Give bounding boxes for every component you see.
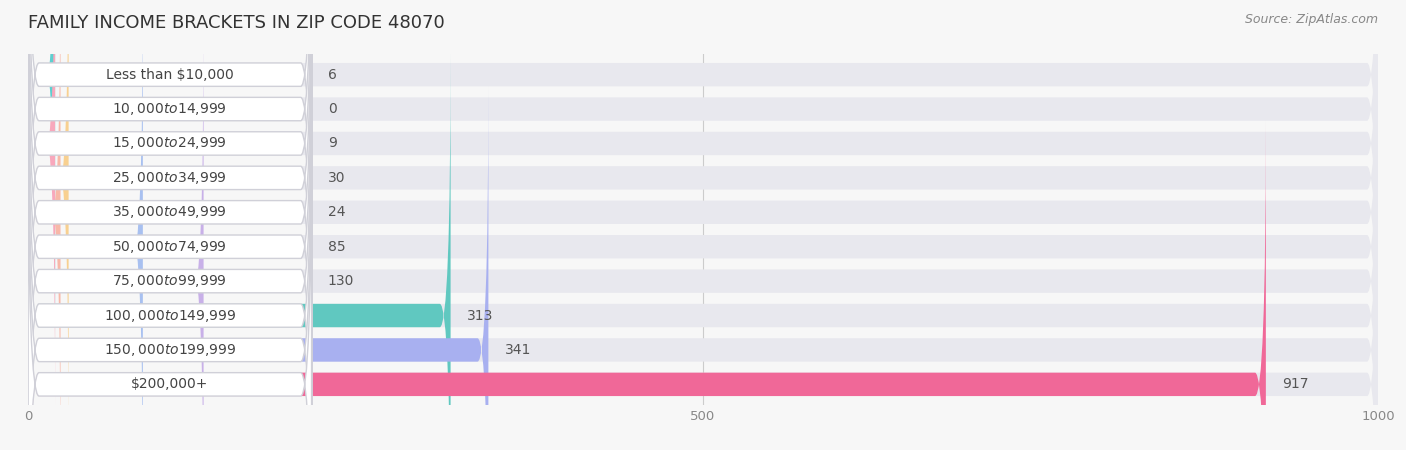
Text: $50,000 to $74,999: $50,000 to $74,999 <box>112 238 228 255</box>
Text: 30: 30 <box>328 171 346 185</box>
Text: 24: 24 <box>328 205 346 219</box>
Text: 130: 130 <box>328 274 354 288</box>
FancyBboxPatch shape <box>28 86 312 450</box>
FancyBboxPatch shape <box>28 0 1378 450</box>
Text: FAMILY INCOME BRACKETS IN ZIP CODE 48070: FAMILY INCOME BRACKETS IN ZIP CODE 48070 <box>28 14 444 32</box>
FancyBboxPatch shape <box>28 86 488 450</box>
FancyBboxPatch shape <box>28 0 1378 373</box>
FancyBboxPatch shape <box>28 0 312 407</box>
FancyBboxPatch shape <box>28 0 312 373</box>
FancyBboxPatch shape <box>28 18 312 450</box>
FancyBboxPatch shape <box>28 121 312 450</box>
Text: 9: 9 <box>328 136 336 150</box>
Text: Less than $10,000: Less than $10,000 <box>105 68 233 81</box>
FancyBboxPatch shape <box>28 52 1378 450</box>
Text: 6: 6 <box>328 68 336 81</box>
FancyBboxPatch shape <box>28 0 312 450</box>
FancyBboxPatch shape <box>28 0 69 441</box>
Text: Source: ZipAtlas.com: Source: ZipAtlas.com <box>1244 14 1378 27</box>
Text: $10,000 to $14,999: $10,000 to $14,999 <box>112 101 228 117</box>
FancyBboxPatch shape <box>28 121 1378 450</box>
FancyBboxPatch shape <box>28 52 450 450</box>
FancyBboxPatch shape <box>28 18 1378 450</box>
FancyBboxPatch shape <box>28 0 312 441</box>
FancyBboxPatch shape <box>28 0 60 450</box>
FancyBboxPatch shape <box>28 52 312 450</box>
FancyBboxPatch shape <box>28 121 1265 450</box>
Text: $150,000 to $199,999: $150,000 to $199,999 <box>104 342 236 358</box>
Text: $25,000 to $34,999: $25,000 to $34,999 <box>112 170 228 186</box>
Text: 0: 0 <box>328 102 336 116</box>
Text: $75,000 to $99,999: $75,000 to $99,999 <box>112 273 228 289</box>
FancyBboxPatch shape <box>28 0 1378 441</box>
FancyBboxPatch shape <box>28 0 312 338</box>
FancyBboxPatch shape <box>28 18 204 450</box>
Text: $15,000 to $24,999: $15,000 to $24,999 <box>112 135 228 152</box>
FancyBboxPatch shape <box>28 86 1378 450</box>
FancyBboxPatch shape <box>28 0 312 450</box>
Text: $100,000 to $149,999: $100,000 to $149,999 <box>104 307 236 324</box>
Text: $35,000 to $49,999: $35,000 to $49,999 <box>112 204 228 220</box>
FancyBboxPatch shape <box>28 0 55 338</box>
Text: 917: 917 <box>1282 378 1309 392</box>
FancyBboxPatch shape <box>28 0 1378 338</box>
FancyBboxPatch shape <box>28 0 143 450</box>
Text: 313: 313 <box>467 309 494 323</box>
FancyBboxPatch shape <box>28 0 1378 450</box>
FancyBboxPatch shape <box>28 0 1378 407</box>
FancyBboxPatch shape <box>28 0 55 407</box>
Text: $200,000+: $200,000+ <box>131 378 208 392</box>
Text: 85: 85 <box>328 240 346 254</box>
Text: 341: 341 <box>505 343 531 357</box>
